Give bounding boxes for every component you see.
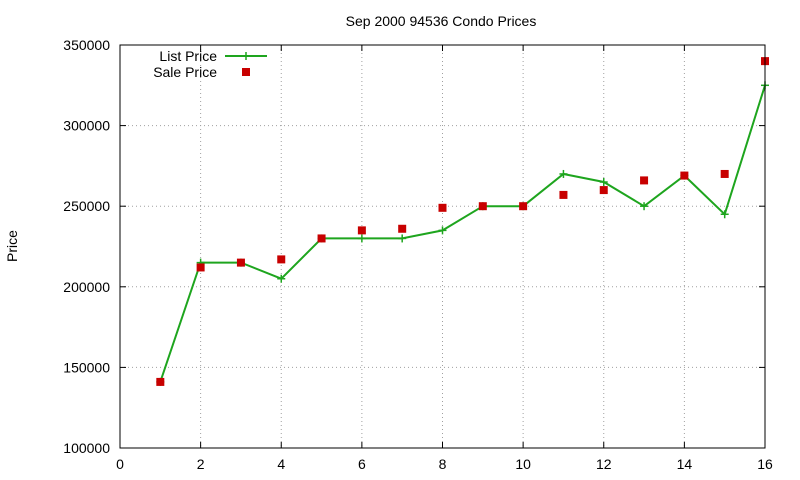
y-tick-label: 150000	[63, 359, 110, 375]
list-price-point	[357, 234, 366, 243]
sale-price-point	[559, 190, 568, 199]
series-0	[156, 81, 769, 386]
list-price-point	[438, 226, 447, 235]
y-tick-label: 200000	[63, 279, 110, 295]
plot-frame	[119, 44, 766, 449]
y-tick-label: 300000	[63, 118, 110, 134]
sale-price-point	[478, 202, 487, 211]
list-price-point	[640, 202, 649, 211]
x-tick-label: 16	[757, 456, 773, 472]
list-price-point	[398, 234, 407, 243]
y-tick-label: 250000	[63, 198, 110, 214]
data-series	[156, 57, 769, 386]
legend-plus-marker	[242, 52, 250, 60]
y-axis-label: Price	[4, 230, 20, 262]
x-tick-label: 2	[197, 456, 205, 472]
legend-label: Sale Price	[153, 64, 217, 80]
y-tick-label: 350000	[63, 37, 110, 53]
x-tick-label: 8	[439, 456, 447, 472]
sale-price-point	[599, 186, 608, 195]
list-price-point	[599, 178, 608, 187]
sale-price-point	[236, 258, 245, 267]
x-tick-label: 10	[515, 456, 531, 472]
x-tick-label: 14	[677, 456, 693, 472]
list-price-point	[559, 169, 568, 178]
legend-label: List Price	[159, 48, 217, 64]
legend-square-marker	[242, 68, 250, 76]
sale-price-point	[438, 203, 447, 212]
list-price-point	[277, 274, 286, 283]
sale-price-point	[156, 377, 165, 386]
sale-price-point	[398, 224, 407, 233]
sale-price-point	[317, 234, 326, 243]
chart-title: Sep 2000 94536 Condo Prices	[346, 13, 537, 29]
x-tick-label: 6	[358, 456, 366, 472]
series-1	[156, 57, 769, 386]
sale-price-point	[720, 169, 729, 178]
y-tick-label: 100000	[63, 440, 110, 456]
x-tick-label: 4	[277, 456, 285, 472]
sale-price-point	[357, 226, 366, 235]
sale-price-point	[640, 176, 649, 185]
x-tick-label: 12	[596, 456, 612, 472]
list-price-point	[720, 210, 729, 219]
sale-price-point	[680, 171, 689, 180]
list-price-line	[159, 85, 766, 383]
sale-price-point	[277, 255, 286, 264]
grid-lines	[120, 45, 765, 448]
x-tick-label: 0	[116, 456, 124, 472]
sale-price-point	[196, 263, 205, 272]
axis-ticks: 100000 150000 200000 250000 300000 350000 0 2 4 6…	[63, 37, 773, 472]
sale-price-point	[519, 202, 528, 211]
